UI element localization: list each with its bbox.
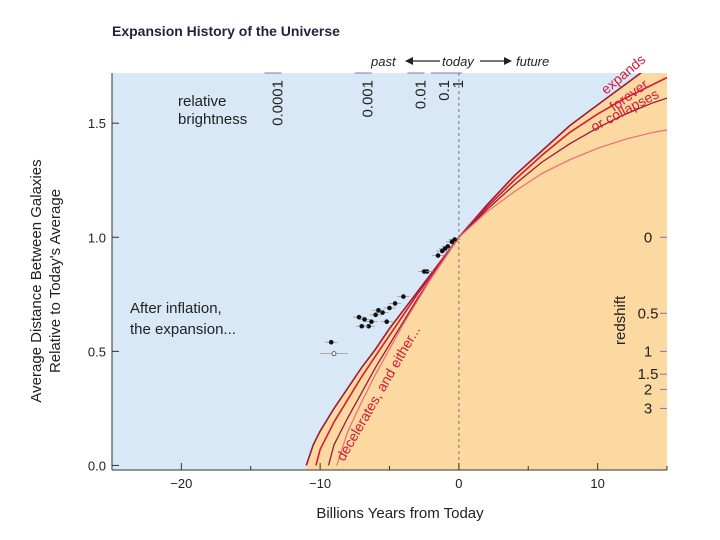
series-line-1: [305, 73, 643, 466]
data-point: [366, 323, 371, 329]
redshift-tick-label: 2: [644, 381, 652, 398]
redshift-tick-label: 0: [644, 229, 652, 246]
brightness-label-line2: brightness: [178, 111, 247, 128]
x-tick-label: 10: [590, 476, 604, 491]
data-point: [373, 312, 378, 318]
chart-title: Expansion History of the Universe: [112, 23, 340, 39]
data-point: [401, 294, 406, 299]
y-axis-label-line1: Average Distance Between Galaxies: [28, 159, 45, 402]
inflation-note-line2: the expansion...: [130, 321, 236, 338]
data-point: [421, 269, 427, 274]
data-point: [376, 307, 381, 313]
y-tick-label: 0.5: [88, 344, 106, 359]
brightness-tick-label: 1: [450, 80, 467, 88]
brightness-tick-label: 0.1: [436, 80, 453, 101]
redshift-label: redshift: [612, 295, 629, 345]
open-data-point: [331, 351, 337, 357]
future-fill-region: [306, 73, 667, 470]
past-label: past: [370, 54, 397, 69]
inflation-note-line1: After inflation,: [130, 300, 222, 317]
data-point: [356, 314, 362, 320]
redshift-tick-label: 3: [644, 400, 652, 417]
future-label: future: [516, 54, 549, 69]
y-tick-label: 0.0: [88, 458, 106, 473]
data-point: [435, 253, 441, 258]
x-axis-label: Billions Years from Today: [316, 505, 484, 522]
brightness-tick-label: 0.0001: [270, 80, 287, 126]
past-arrowhead: [405, 57, 413, 65]
data-point: [380, 310, 385, 315]
data-point: [392, 301, 398, 306]
x-tick-label: −10: [309, 476, 331, 491]
y-axis-label-line2: Relative to Today's Average: [47, 189, 64, 373]
x-tick-label: 0: [455, 476, 462, 491]
data-point: [449, 239, 455, 245]
series-line-4: [336, 129, 667, 466]
data-point: [384, 319, 390, 324]
data-point: [359, 323, 365, 329]
redshift-tick-label: 1.5: [638, 366, 659, 383]
y-tick-label: 1.5: [88, 116, 106, 131]
today-label: today: [442, 54, 475, 69]
future-arrowhead: [504, 57, 512, 65]
brightness-tick-label: 0.001: [360, 80, 377, 118]
y-tick-label: 1.0: [88, 230, 106, 245]
data-point: [362, 317, 367, 322]
data-point: [387, 305, 392, 311]
data-point: [369, 319, 374, 324]
data-point: [328, 339, 334, 345]
redshift-tick-label: 0.5: [638, 305, 659, 322]
x-tick-label: −20: [170, 476, 192, 491]
data-point: [439, 248, 445, 254]
brightness-label-line1: relative: [178, 93, 226, 110]
series-line-2: [315, 76, 667, 466]
brightness-tick-label: 0.01: [412, 80, 429, 109]
redshift-tick-label: 1: [644, 343, 652, 360]
